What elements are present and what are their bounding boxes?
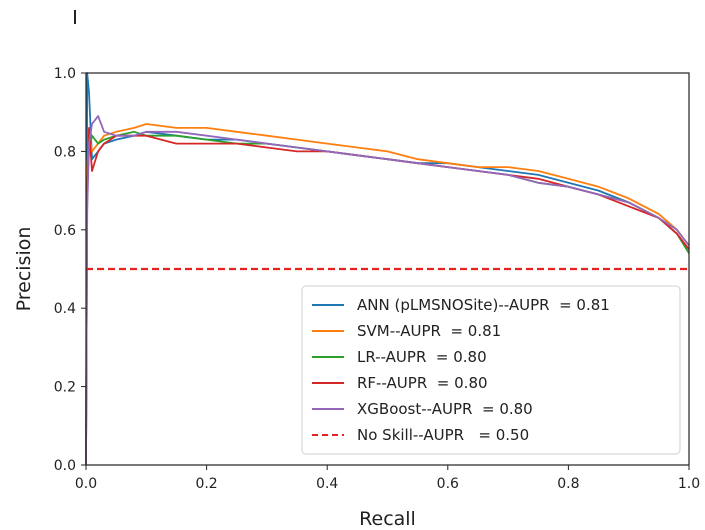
x-tick-label: 0.6: [437, 476, 459, 492]
y-axis-title: Precision: [13, 227, 35, 312]
x-axis: 0.0 0.2 0.4 0.6 0.8 1.0: [75, 465, 700, 492]
x-tick-label: 0.0: [75, 476, 97, 492]
y-tick-label: 0.0: [54, 458, 76, 474]
x-tick-label: 0.8: [557, 476, 579, 492]
y-tick-label: 0.6: [54, 223, 76, 239]
legend-label: RF--AUPR = 0.80: [357, 374, 488, 392]
legend: ANN (pLMSNOSite)--AUPR = 0.81 SVM--AUPR =…: [301, 285, 681, 455]
y-tick-label: 0.8: [54, 144, 76, 160]
x-tick-label: 1.0: [678, 476, 700, 492]
legend-label: ANN (pLMSNOSite)--AUPR = 0.81: [357, 296, 610, 314]
plot-frame: [85, 72, 690, 466]
y-tick-label: 0.4: [54, 301, 76, 317]
x-tick-label: 0.2: [195, 476, 217, 492]
y-axis: 0.0 0.2 0.4 0.6 0.8 1.0: [54, 66, 86, 474]
plot-area: [85, 72, 690, 466]
legend-label: XGBoost--AUPR = 0.80: [357, 400, 533, 418]
legend-label: LR--AUPR = 0.80: [357, 348, 487, 366]
y-tick-label: 0.2: [54, 380, 76, 396]
x-axis-title: Recall: [359, 508, 416, 530]
x-tick-label: 0.4: [316, 476, 338, 492]
legend-label: SVM--AUPR = 0.81: [357, 322, 501, 340]
series-line-1: [85, 123, 690, 466]
y-tick-label: 1.0: [54, 66, 76, 82]
corner-mark: [74, 10, 76, 24]
series-line-4: [85, 115, 690, 466]
legend-box: [301, 285, 681, 455]
legend-label: No Skill--AUPR = 0.50: [357, 426, 529, 444]
